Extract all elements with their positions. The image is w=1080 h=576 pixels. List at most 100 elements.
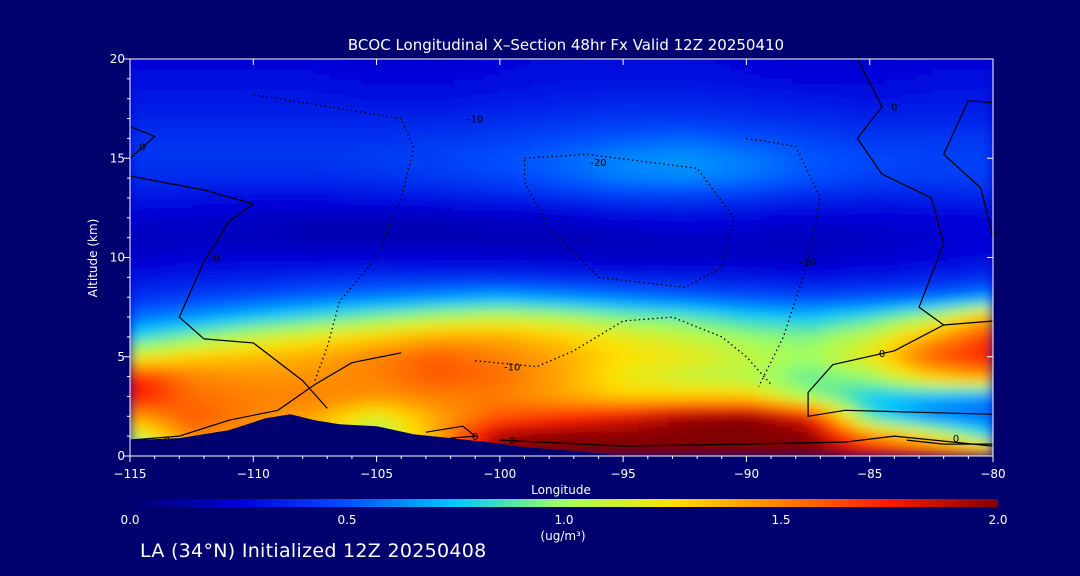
heatmap-cell: [545, 361, 562, 368]
heatmap-cell: [561, 271, 578, 278]
heatmap-cell: [792, 395, 809, 402]
heatmap-cell: [360, 207, 378, 214]
heatmap-cell: [283, 167, 301, 174]
heatmap-cell: [130, 142, 146, 149]
heatmap-cell: [391, 232, 408, 239]
heatmap-cell: [977, 227, 993, 234]
heatmap-cell: [314, 217, 331, 224]
heatmap-cell: [453, 197, 470, 204]
heatmap-cell: [915, 326, 932, 333]
heatmap-cell: [668, 222, 686, 229]
heatmap-cell: [745, 261, 763, 268]
heatmap-cell: [422, 222, 439, 229]
heatmap-cell: [237, 291, 254, 298]
heatmap-cell: [668, 83, 686, 90]
heatmap-cell: [237, 381, 254, 388]
heatmap-cell: [638, 227, 655, 234]
heatmap-cell: [915, 415, 932, 422]
heatmap-cell: [946, 366, 963, 373]
heatmap-cell: [237, 266, 254, 273]
heatmap-cell: [576, 440, 593, 447]
heatmap-cell: [900, 306, 917, 313]
heatmap-cell: [684, 192, 701, 199]
heatmap-cell: [237, 222, 254, 229]
heatmap-cell: [237, 147, 254, 154]
heatmap-cell: [345, 252, 362, 258]
heatmap-cell: [422, 252, 439, 258]
heatmap-cell: [545, 440, 562, 447]
heatmap-cell: [930, 212, 948, 219]
heatmap-cell: [607, 137, 624, 144]
heatmap-cell: [576, 113, 593, 120]
heatmap-cell: [283, 366, 301, 373]
heatmap-cell: [622, 59, 640, 65]
heatmap-cell: [977, 177, 993, 184]
heatmap-cell: [977, 266, 993, 273]
heatmap-cell: [283, 222, 301, 229]
heatmap-cell: [545, 212, 562, 219]
heatmap-cell: [499, 242, 516, 249]
heatmap-cell: [360, 73, 378, 80]
heatmap-cell: [144, 93, 162, 100]
heatmap-cell: [345, 331, 362, 338]
heatmap-cell: [191, 296, 208, 303]
heatmap-cell: [406, 152, 424, 159]
heatmap-cell: [776, 326, 794, 333]
heatmap-cell: [545, 187, 562, 194]
heatmap-cell: [499, 276, 516, 283]
heatmap-cell: [961, 281, 979, 288]
heatmap-cell: [900, 232, 917, 239]
heatmap-cell: [237, 152, 254, 159]
heatmap-cell: [668, 261, 686, 268]
heatmap-cell: [483, 346, 501, 353]
heatmap-cell: [561, 301, 578, 308]
heatmap-cell: [838, 137, 855, 144]
heatmap-cell: [514, 127, 532, 134]
heatmap-cell: [483, 157, 501, 164]
heatmap-cell: [930, 167, 948, 174]
heatmap-cell: [869, 132, 886, 139]
contour-label: 0: [213, 254, 219, 265]
heatmap-cell: [221, 261, 239, 268]
heatmap-cell: [884, 167, 902, 174]
heatmap-cell: [930, 242, 948, 249]
heatmap-cell: [299, 127, 316, 134]
heatmap-cell: [299, 162, 316, 169]
heatmap-cell: [653, 336, 670, 343]
heatmap-cell: [221, 232, 239, 239]
heatmap-cell: [822, 430, 840, 437]
heatmap-cell: [422, 197, 439, 204]
heatmap-cell: [221, 281, 239, 288]
heatmap-cell: [884, 242, 902, 249]
heatmap-cell: [900, 202, 917, 209]
heatmap-cell: [206, 291, 223, 298]
heatmap-cell: [622, 395, 640, 402]
heatmap-cell: [191, 247, 208, 254]
heatmap-cell: [869, 227, 886, 234]
heatmap-cell: [360, 281, 378, 288]
heatmap-cell: [283, 212, 301, 219]
heatmap-cell: [221, 331, 239, 338]
heatmap-cell: [483, 132, 501, 139]
heatmap-cell: [545, 386, 562, 392]
heatmap-cell: [807, 410, 824, 417]
heatmap-cell: [468, 73, 485, 80]
colorbar-ticks: 0.0 0.5 1.0 1.5 2.0: [120, 513, 1007, 527]
heatmap-cell: [576, 73, 593, 80]
heatmap-cell: [792, 232, 809, 239]
heatmap-cell: [915, 73, 932, 80]
heatmap-cell: [607, 73, 624, 80]
heatmap-cell: [838, 351, 855, 358]
heatmap-cell: [576, 123, 593, 129]
heatmap-cell: [684, 346, 701, 353]
heatmap-cell: [175, 425, 193, 432]
heatmap-cell: [437, 113, 455, 120]
heatmap-cell: [591, 237, 609, 244]
heatmap-cell: [237, 296, 254, 303]
heatmap-cell: [607, 237, 624, 244]
heatmap-cell: [977, 386, 993, 392]
heatmap-cell: [206, 217, 223, 224]
heatmap-cell: [268, 281, 285, 288]
heatmap-cell: [745, 331, 763, 338]
heatmap-cell: [607, 435, 624, 442]
